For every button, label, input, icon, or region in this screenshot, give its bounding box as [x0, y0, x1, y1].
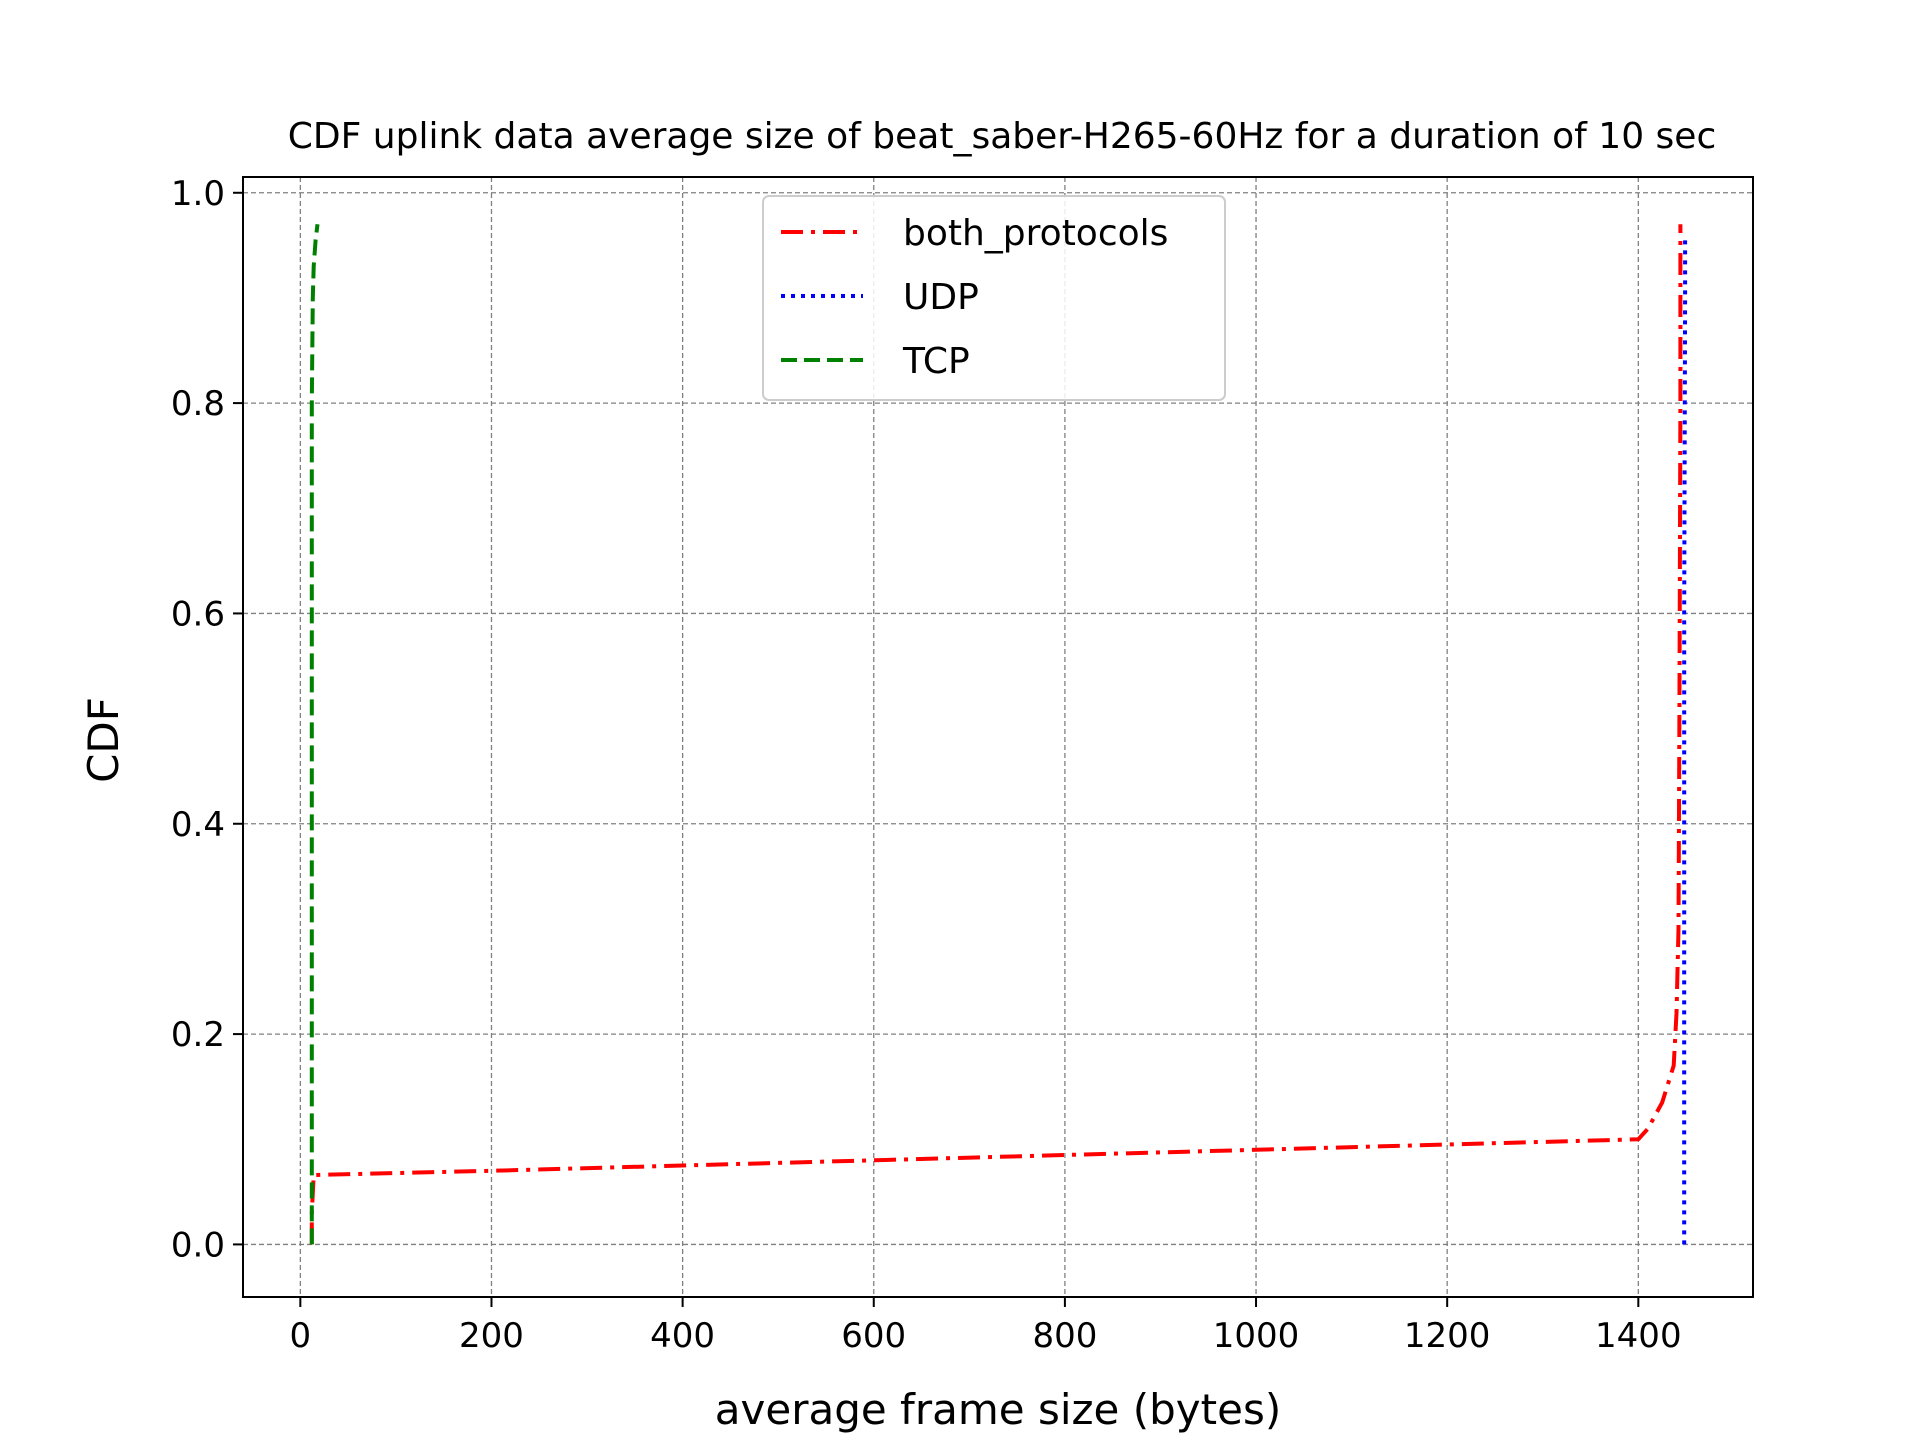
- y-tick-label: 0.6: [171, 594, 225, 634]
- x-tick-label: 0: [290, 1316, 312, 1356]
- x-tick-label: 1000: [1213, 1316, 1300, 1356]
- series-line-udp: [1682, 234, 1688, 1245]
- x-tick-label: 800: [1032, 1316, 1097, 1356]
- plot-frame: [242, 176, 1754, 1298]
- legend-box: [762, 195, 1226, 401]
- series-lines: [309, 224, 1688, 1245]
- x-tick-label: 400: [650, 1316, 715, 1356]
- x-axis-label: average frame size (bytes): [715, 1385, 1281, 1434]
- axis-ticks: 0 200 400 600 800 1000 1200 1400 0.0 0.2 0.4 0.6 0.8…: [171, 174, 1682, 1356]
- legend-label: UDP: [903, 277, 979, 318]
- x-tick-label: 1400: [1595, 1316, 1682, 1356]
- y-tick-label: 0.4: [171, 805, 225, 845]
- y-tick-label: 0.8: [171, 384, 225, 424]
- y-tick-label: 0.0: [171, 1225, 225, 1265]
- legend-label: both_protocols: [903, 213, 1168, 254]
- series-line-both-protocols: [309, 224, 1683, 1245]
- y-axis-label: CDF: [79, 697, 128, 783]
- series-line-tcp: [309, 224, 320, 1245]
- y-tick-label: 0.2: [171, 1015, 225, 1055]
- y-tick-label: 1.0: [171, 174, 225, 214]
- x-tick-label: 1200: [1404, 1316, 1491, 1356]
- legend: both_protocols UDP TCP: [762, 195, 1226, 401]
- chart-title: CDF uplink data average size of beat_sab…: [288, 116, 1716, 157]
- legend-label: TCP: [902, 341, 970, 382]
- x-tick-label: 200: [459, 1316, 524, 1356]
- x-tick-label: 600: [841, 1316, 906, 1356]
